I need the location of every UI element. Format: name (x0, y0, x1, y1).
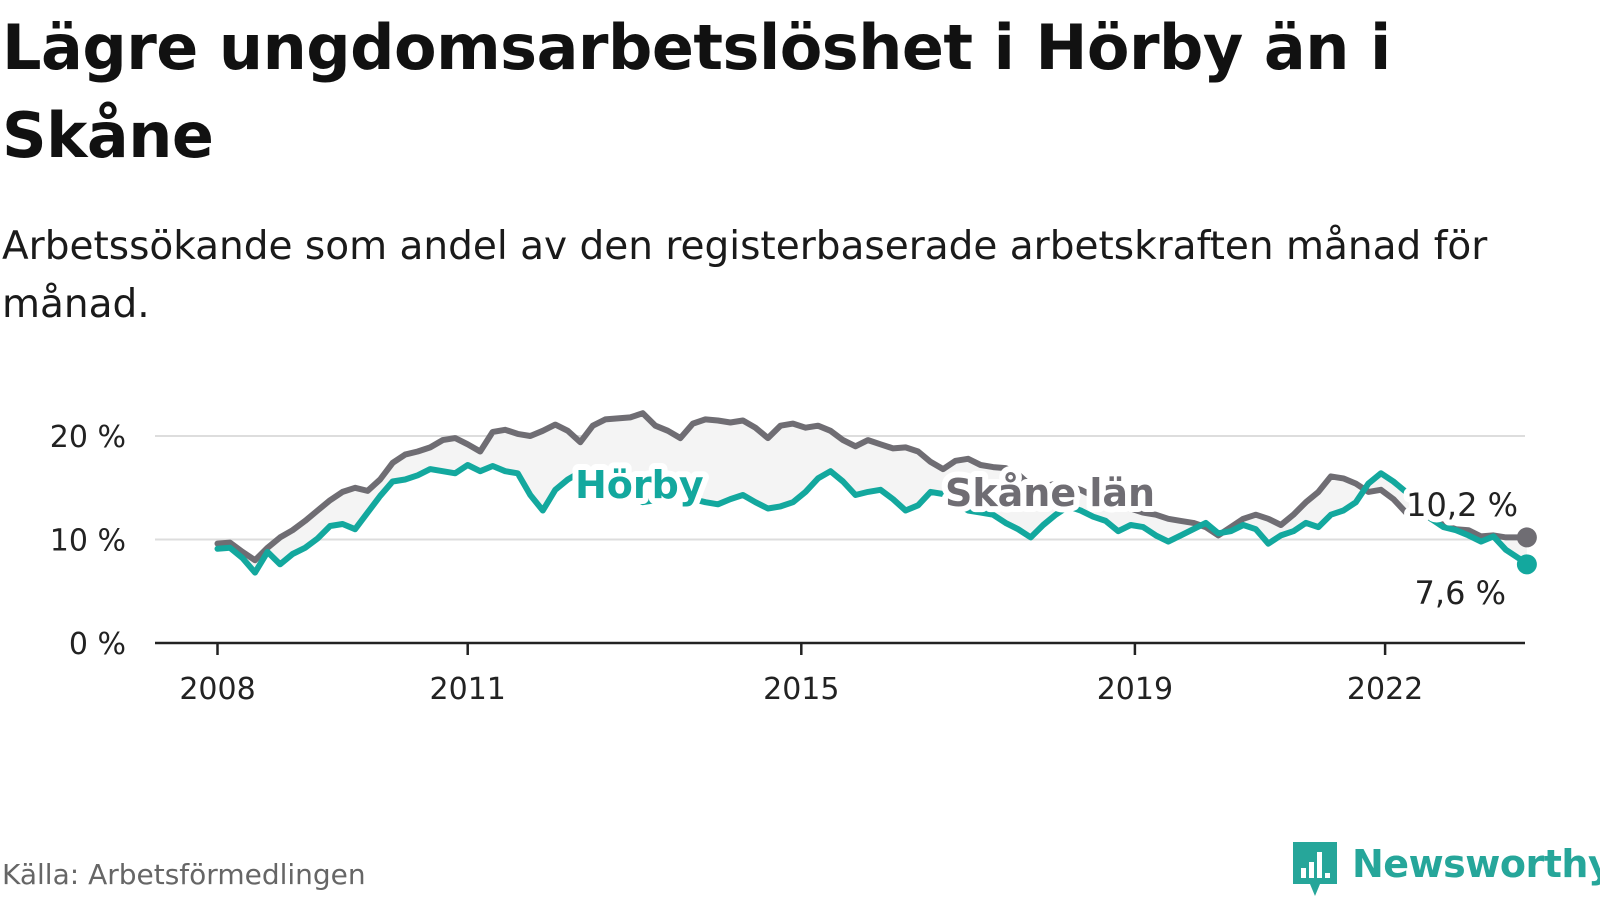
end-marker-horby (1516, 554, 1537, 575)
brand-name: Newsworthy (1352, 842, 1600, 886)
axes: 0 % 10 % 20 % 2008 2011 2015 2019 2022 (50, 420, 1525, 707)
line-chart: 0 % 10 % 20 % 2008 2011 2015 2019 2022 Hörby Skå… (50, 410, 1537, 707)
series-lines (214, 410, 1537, 576)
end-value-skane: 10,2 % (1406, 486, 1518, 524)
y-tick-label: 10 % (50, 524, 126, 559)
newsworthy-bars-icon (1293, 842, 1337, 896)
chart-title: Lägre ungdomsarbetslöshet i Hörby än i S… (2, 11, 1391, 172)
newsworthy-logo: Newsworthy (1290, 840, 1600, 900)
x-tick-label: 2022 (1347, 672, 1423, 707)
series-label-skane: Skåne län (945, 471, 1155, 515)
series-label-horby: Hörby (575, 463, 704, 507)
labels: Hörby Skåne län 10,2 % 7,6 % (569, 457, 1524, 618)
x-tick-label: 2008 (179, 672, 255, 707)
series-line-horby (214, 462, 1530, 576)
y-tick-label: 0 % (69, 627, 126, 662)
end-value-horby: 7,6 % (1415, 574, 1506, 612)
x-tick-label: 2019 (1097, 672, 1173, 707)
y-tick-label: 20 % (50, 420, 126, 455)
source-note: Källa: Arbetsförmedlingen (2, 858, 366, 891)
gap-band (217, 413, 1527, 573)
end-marker-skane (1516, 527, 1537, 548)
x-tick-label: 2015 (763, 672, 839, 707)
series-line-skane (214, 410, 1530, 564)
x-tick-label: 2011 (430, 672, 506, 707)
chart-subtitle: Arbetssökande som andel av den registerb… (2, 224, 1488, 327)
